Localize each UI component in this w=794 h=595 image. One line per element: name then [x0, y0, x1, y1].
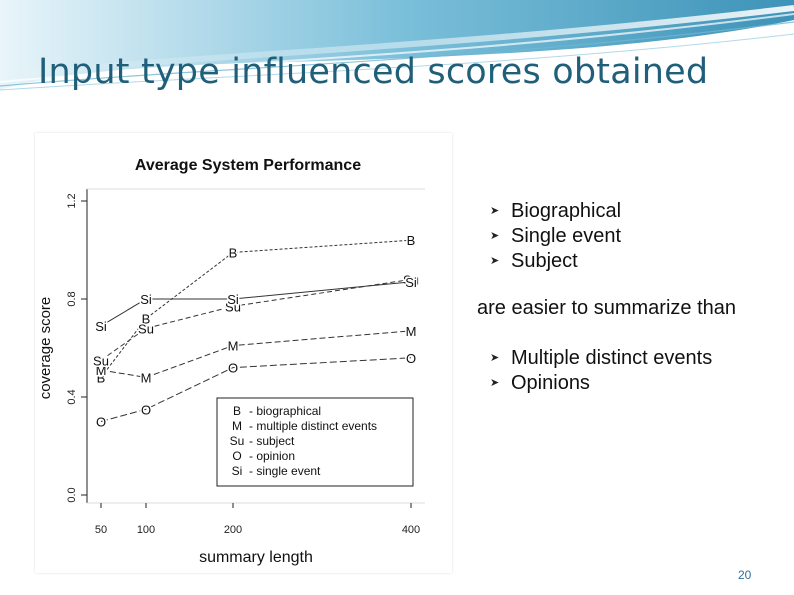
slide-title: Input type influenced scores obtained [38, 52, 709, 92]
legend-box [216, 397, 414, 487]
bullet-text: Single event [511, 225, 622, 247]
bullet-text: Multiple distinct events [511, 347, 713, 369]
arrow-bullet-icon: ➤ [490, 205, 500, 217]
legend-label: - subject [249, 434, 295, 448]
bullet-item: ➤ Subject [490, 249, 621, 274]
series-line-su [100, 278, 412, 361]
arrow-bullet-icon: ➤ [490, 230, 500, 242]
arrow-bullet-icon: ➤ [490, 255, 500, 267]
y-tick-label: 0.0 [66, 487, 78, 502]
data-point-o: O [406, 351, 416, 366]
series-line-b [100, 239, 412, 378]
series-line-si [100, 281, 412, 327]
x-tick-label: 400 [402, 524, 420, 536]
legend-code: M [232, 419, 242, 433]
legend-label: - single event [249, 464, 321, 478]
y-tick-label: 0.4 [66, 389, 78, 404]
x-tick-label: 100 [137, 524, 155, 536]
performance-line-chart: Average System Performance 0.0 0.4 0.8 1.2 co… [37, 157, 425, 566]
data-point-su: Su [138, 321, 154, 336]
data-point-su: Su [93, 353, 109, 368]
easier-input-list: ➤ Biographical ➤ Single event ➤ Subject [490, 199, 621, 274]
arrow-bullet-icon: ➤ [490, 352, 500, 364]
y-tick-label: 1.2 [66, 193, 78, 208]
data-point-m: M [228, 339, 239, 354]
data-point-b: B [142, 312, 151, 327]
bullet-text: Biographical [511, 200, 622, 222]
bullet-item: ➤ Biographical [490, 199, 621, 224]
data-point-b: B [97, 370, 106, 385]
chart-title: Average System Performance [135, 157, 361, 174]
data-point-o: O [141, 402, 151, 417]
legend-code: O [232, 449, 241, 463]
bullet-item: ➤ Opinions [490, 371, 712, 396]
page-number: 20 [738, 568, 752, 582]
data-point-m: M [406, 324, 417, 339]
y-axis-label: coverage score [37, 297, 54, 400]
arrow-bullet-icon: ➤ [490, 377, 500, 389]
legend-code: Si [232, 464, 243, 478]
bullet-item: ➤ Multiple distinct events [490, 346, 712, 371]
bullet-text: Subject [511, 250, 578, 272]
chart-panel: Average System Performance 0.0 0.4 0.8 1.2 co… [35, 133, 452, 573]
harder-input-list: ➤ Multiple distinct events ➤ Opinions [490, 346, 712, 396]
data-point-m: M [96, 363, 107, 378]
legend-code: Su [230, 434, 245, 448]
data-point-b: B [229, 245, 238, 260]
x-axis-label: summary length [199, 549, 313, 566]
y-tick-label: 0.8 [66, 291, 78, 306]
series-line-m [100, 330, 412, 378]
header-banner-decoration [0, 0, 794, 91]
series-line-o [100, 357, 412, 422]
data-point-si: Si [95, 319, 107, 334]
data-point-su: Su [225, 299, 241, 314]
bullet-item: ➤ Single event [490, 224, 621, 249]
x-tick-label: 50 [95, 524, 107, 536]
data-point-su: Su [403, 272, 419, 287]
data-point-b: B [407, 233, 416, 248]
x-tick-label: 200 [224, 524, 242, 536]
data-point-o: O [228, 361, 238, 376]
legend-label: - opinion [249, 449, 295, 463]
legend-code: B [233, 404, 241, 418]
legend-label: - multiple distinct events [249, 419, 377, 433]
data-point-si: Si [405, 275, 417, 290]
comparison-text: are easier to summarize than [477, 297, 737, 319]
bullet-text: Opinions [511, 372, 590, 394]
data-point-si: Si [140, 292, 152, 307]
data-point-o: O [96, 415, 106, 430]
legend-label: - biographical [249, 404, 321, 418]
data-point-si: Si [227, 292, 239, 307]
data-point-m: M [141, 370, 152, 385]
